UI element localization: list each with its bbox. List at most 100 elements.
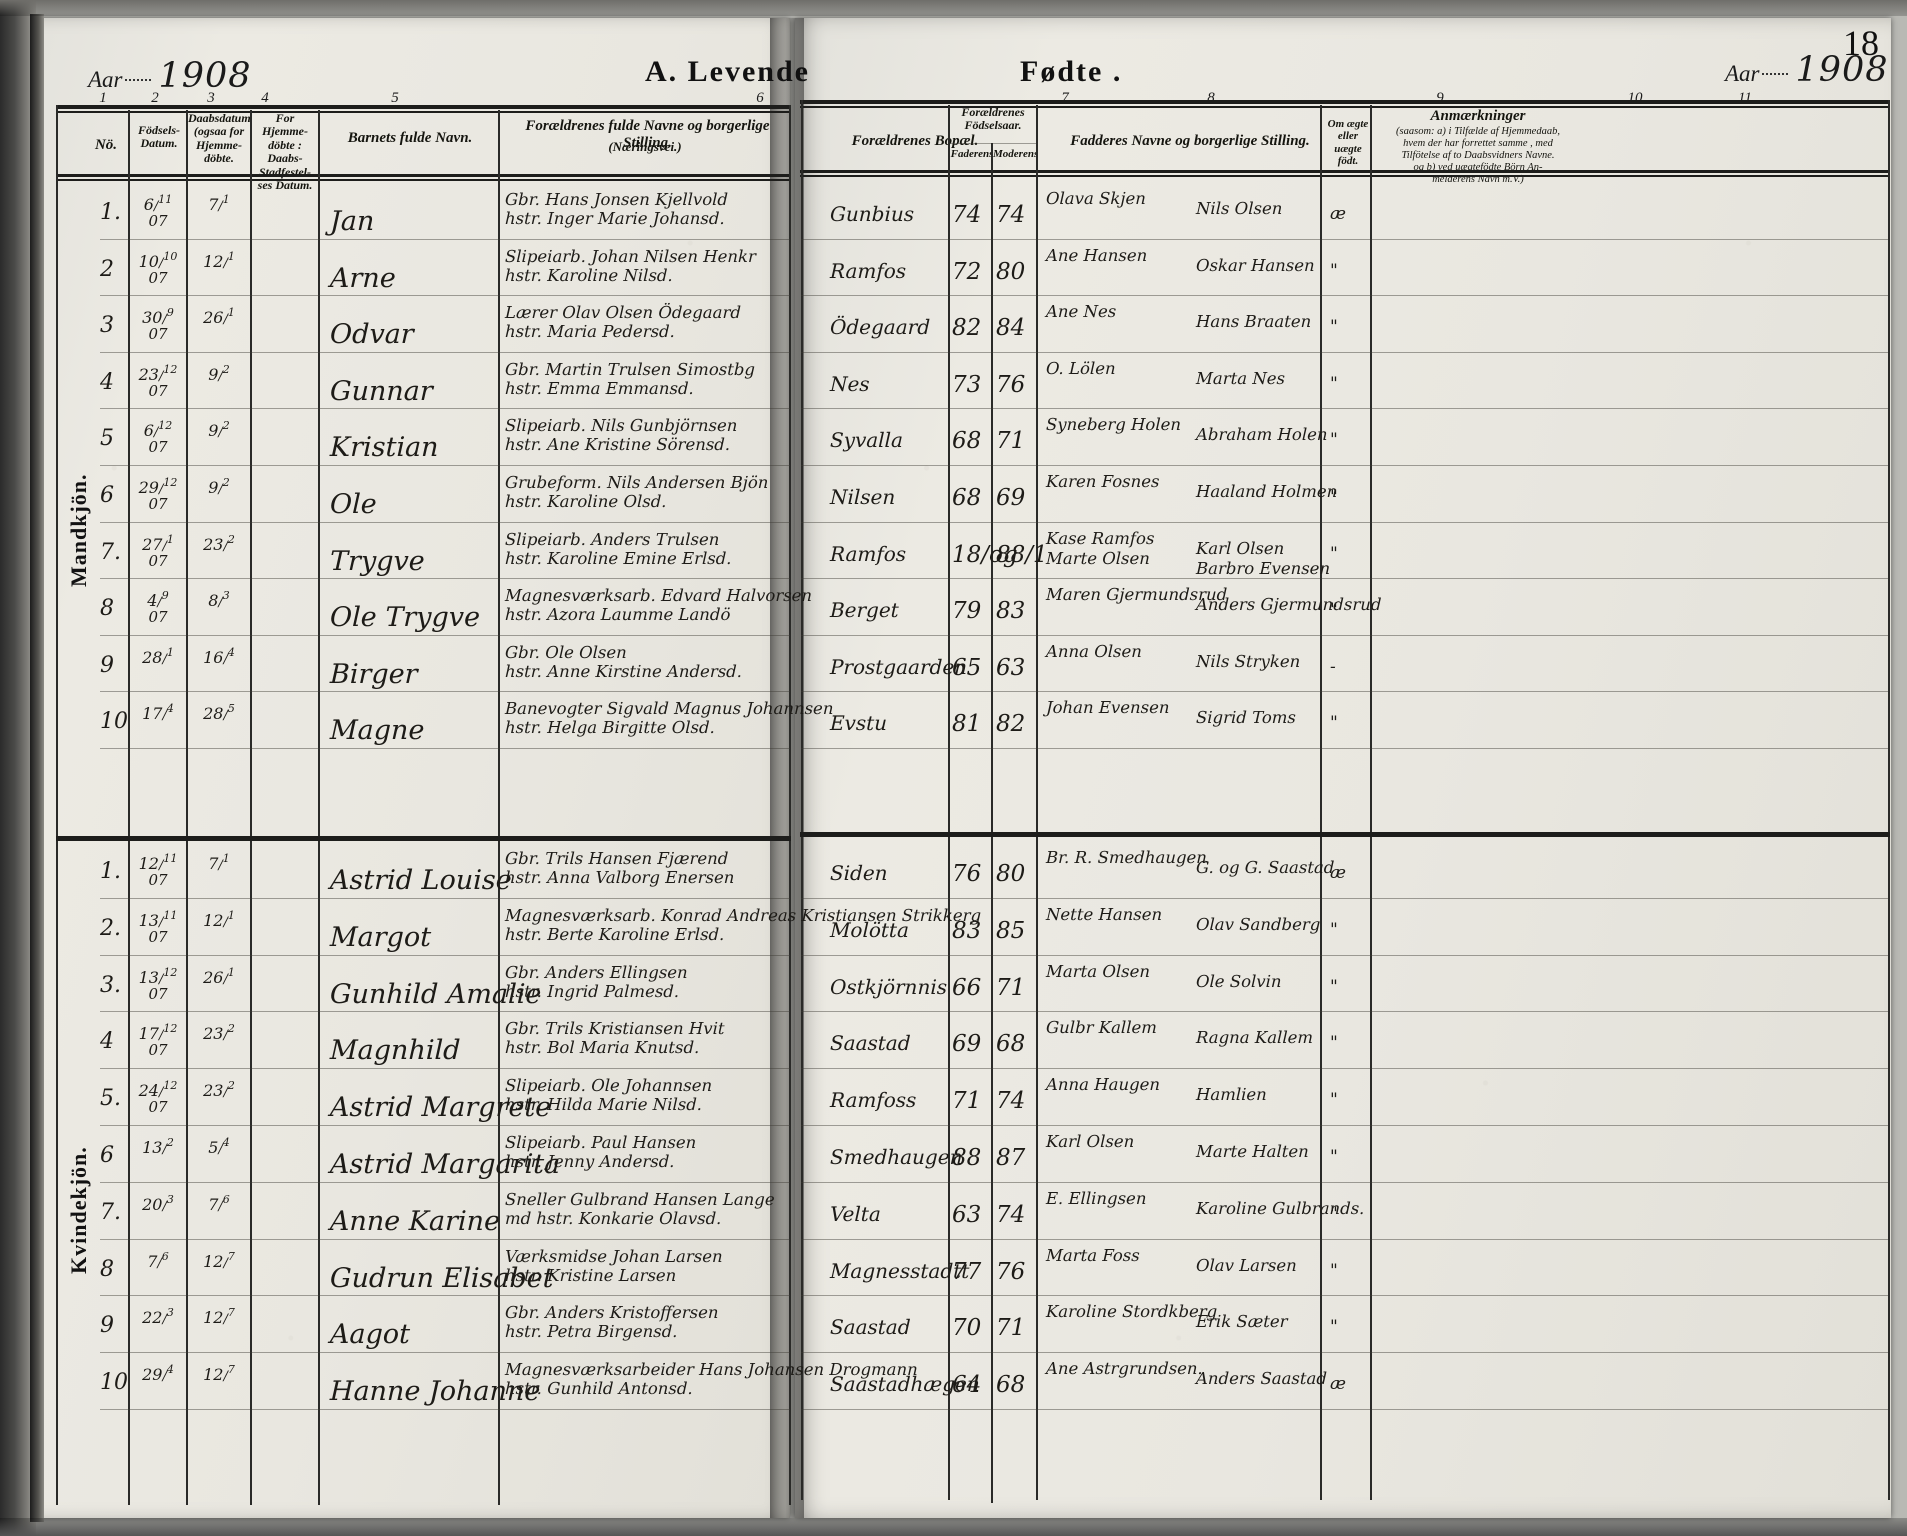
row-female-5-father-birthyear: 71 — [952, 1088, 982, 1115]
row-divider — [100, 238, 790, 240]
row-divider — [801, 1295, 1888, 1297]
row-male-8-mother-birthyear: 83 — [996, 598, 1026, 625]
row-male-2-witness-2: Oskar Hansen — [1195, 255, 1315, 275]
frame-mid-left — [789, 105, 791, 1505]
row-female-4-father-birthyear: 69 — [952, 1031, 982, 1058]
row-male-10-baptism-date: 28/5 — [203, 702, 235, 724]
row-male-8-witness-2: Anders Gjermundsrud — [1195, 595, 1382, 615]
colnum-3: 3 — [207, 90, 215, 106]
row-divider — [100, 1295, 790, 1297]
row-female-1-birth-date: 12/11 07 — [138, 852, 178, 889]
row-female-2-mother-birthyear: 85 — [996, 917, 1026, 944]
section-divider-right — [800, 832, 1890, 837]
top-edge-shadow — [0, 0, 1907, 16]
row-female-5-legitimacy: " — [1330, 1090, 1338, 1111]
row-female-4-parent-2: hstr. Bol Maria Knutsd. — [504, 1038, 700, 1058]
year-label-left: Aar 1908 — [88, 56, 252, 96]
row-male-2-birth-date: 10/10 07 — [138, 249, 178, 287]
colsep-birthyears — [1036, 105, 1038, 1500]
row-male-7-birth-date: 27/1 07 — [142, 532, 174, 570]
row-male-8-baptism-date: 8/3 — [208, 589, 230, 611]
th-remarks-body: (saasom: a) i Tilfælde af Hjemmedaab, hv… — [1396, 126, 1560, 186]
row-divider — [100, 1409, 790, 1410]
row-female-7-baptism-date: 7/6 — [208, 1192, 230, 1214]
row-female-10-parent-2: hstr. Gunhild Antonsd. — [504, 1379, 693, 1399]
row-female-8-parent-2: hstr. Kristine Larsen — [504, 1265, 677, 1285]
colnum-5: 5 — [391, 90, 399, 106]
row-female-3-parent-2: hstr. Ingrid Palmesd. — [504, 981, 680, 1001]
row-male-5-witness-2: Abraham Holen — [1195, 425, 1328, 445]
row-male-5-number: 5 — [100, 426, 114, 452]
row-male-4-residence: Nes — [829, 371, 870, 396]
row-divider — [801, 1352, 1888, 1354]
row-male-6-parent-1: Grubeform. Nils Andersen Bjön — [504, 473, 769, 492]
row-male-8-parent-2: hstr. Azora Laumme Landö — [504, 605, 731, 625]
row-female-2-baptism-date: 12/1 — [203, 908, 235, 930]
row-female-2-witness-1: Nette Hansen — [1045, 904, 1163, 924]
year-label-right: Aar 1908 — [1725, 50, 1889, 90]
row-divider — [801, 691, 1888, 693]
row-divider — [100, 954, 790, 956]
row-male-5-parent-2: hstr. Ane Kristine Sörensd. — [504, 435, 731, 455]
row-male-7-residence: Ramfos — [829, 541, 907, 566]
book-gutter — [770, 18, 804, 1518]
row-female-8-father-birthyear: 77 — [952, 1258, 982, 1285]
row-male-1-parent-2: hstr. Inger Marie Johansd. — [504, 209, 725, 228]
row-female-3-baptism-date: 26/1 — [203, 965, 235, 987]
row-female-9-birth-date: 22/3 — [142, 1306, 174, 1328]
row-male-4-legitimacy: " — [1330, 373, 1338, 394]
row-male-10-parent-2: hstr. Helga Birgitte Olsd. — [504, 718, 716, 738]
row-male-5-father-birthyear: 68 — [952, 428, 982, 455]
paper-texture-right — [795, 18, 1891, 1518]
colnum-10: 10 — [1627, 90, 1643, 106]
row-female-10-birth-date: 29/4 — [142, 1363, 174, 1385]
row-male-1-legitimacy: æ — [1330, 204, 1346, 224]
row-female-4-witness-2: Ragna Kallem — [1195, 1028, 1314, 1048]
row-female-4-mother-birthyear: 68 — [996, 1031, 1026, 1058]
row-male-5-residence: Syvalla — [829, 428, 904, 453]
page-number: 18 — [1843, 23, 1879, 63]
row-female-6-residence: Smedhaugen — [829, 1145, 963, 1169]
row-female-9-baptism-date: 12/7 — [203, 1306, 235, 1328]
row-female-5-witness-1: Anna Haugen — [1045, 1075, 1161, 1095]
th-legitimacy: Om ægte eller uægte födt. — [1327, 118, 1369, 167]
row-divider — [100, 465, 790, 466]
row-female-1-baptism-date: 7/1 — [208, 852, 230, 873]
row-divider — [801, 238, 1888, 240]
row-female-7-mother-birthyear: 74 — [996, 1201, 1026, 1228]
colnum-1: 1 — [99, 90, 107, 106]
row-male-4-child-name: Gunnar — [329, 375, 434, 407]
row-divider — [801, 521, 1888, 523]
row-male-9-baptism-date: 16/4 — [203, 645, 235, 667]
row-divider — [100, 1011, 790, 1013]
th-parents-name-sub: (Næringsvei.) — [608, 139, 682, 154]
row-male-6-residence: Nilsen — [829, 485, 896, 509]
row-divider — [100, 351, 790, 353]
section-label-male: Mandkjön. — [66, 473, 91, 587]
row-female-3-father-birthyear: 66 — [952, 974, 982, 1001]
row-male-3-parent-2: hstr. Maria Pedersd. — [504, 322, 676, 342]
row-divider — [801, 295, 1888, 297]
colsep-witnesses — [1320, 105, 1322, 1500]
row-female-4-residence: Saastad — [829, 1031, 911, 1056]
heading-rule-right-2 — [800, 106, 1890, 108]
row-female-8-parent-1: Værksmidse Johan Larsen — [504, 1246, 723, 1266]
row-male-6-baptism-date: 9/2 — [208, 476, 230, 497]
row-female-4-baptism-date: 23/2 — [203, 1022, 235, 1044]
row-female-6-birth-date: 13/2 — [142, 1136, 174, 1157]
frame-mid-right — [801, 100, 803, 1500]
row-male-6-witness-2: Haaland Holmen — [1195, 482, 1338, 501]
th-birth-date: Födsels- Datum. — [138, 123, 180, 151]
row-male-1-residence: Gunbius — [829, 202, 915, 226]
row-female-2-residence: Molötta — [829, 917, 910, 942]
row-divider — [100, 1181, 790, 1183]
row-male-9-parent-2: hstr. Anne Kirstine Andersd. — [504, 661, 743, 681]
row-male-10-father-birthyear: 81 — [952, 711, 982, 738]
title-levende: A. Levende — [645, 55, 810, 88]
row-male-5-birth-date: 6/12 07 — [143, 419, 173, 457]
row-female-9-witness-2: Erik Sæter — [1195, 1312, 1288, 1332]
row-female-8-birth-date: 7/6 — [147, 1249, 169, 1271]
row-female-9-parent-2: hstr. Petra Birgensd. — [504, 1322, 678, 1342]
row-female-7-birth-date: 20/3 — [142, 1192, 174, 1214]
row-female-3-mother-birthyear: 71 — [996, 974, 1026, 1001]
